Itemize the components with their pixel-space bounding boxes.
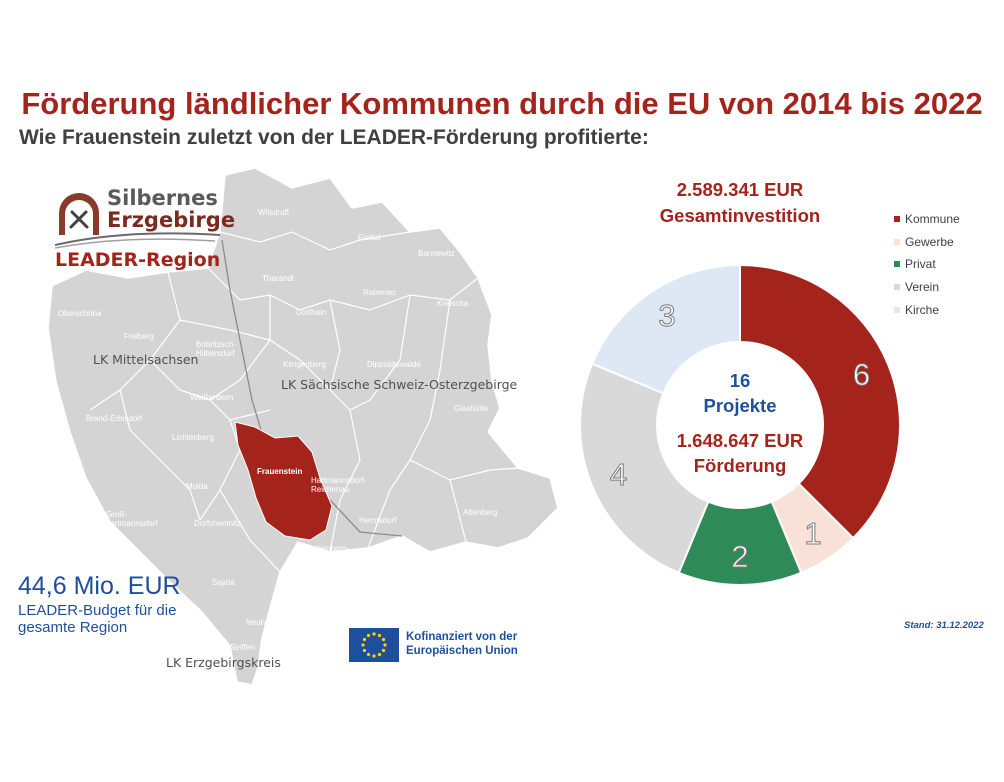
mine-portal-icon xyxy=(59,193,99,235)
legend-swatch xyxy=(894,216,900,223)
logo-region-text: LEADER-Region xyxy=(55,249,221,271)
logo-text-line2: Erzgebirge xyxy=(107,208,236,232)
eu-star xyxy=(381,637,386,642)
town-label: Bobritzsch-Hilbersdorf xyxy=(196,340,237,358)
legend-swatch xyxy=(894,238,900,245)
municipality-borders xyxy=(89,231,519,573)
slice-value-label: 3 xyxy=(658,297,676,333)
status-date: Stand: 31.12.2022 xyxy=(904,620,984,631)
eu-star xyxy=(381,648,386,653)
region-map xyxy=(47,167,559,686)
legend-item: Gewerbe xyxy=(894,231,960,254)
legend-swatch xyxy=(894,284,900,291)
town-label: Weißenborn xyxy=(190,393,234,402)
town-label: Hermsdorf xyxy=(359,516,397,525)
legend-label: Verein xyxy=(905,280,940,295)
town-label: Seiffen xyxy=(230,643,255,652)
town-label: Glashütte xyxy=(454,404,489,413)
town-label: Freital xyxy=(358,233,381,242)
district-label: LK Erzgebirgskreis xyxy=(166,655,281,670)
town-label: Dippoldiswalde xyxy=(367,360,421,369)
eu-cofinanced-text: Kofinanziert von der Europäischen Union xyxy=(406,631,518,657)
legend-label: Kommune xyxy=(905,212,960,227)
legend-swatch xyxy=(894,261,900,268)
eu-star xyxy=(361,643,365,647)
legend-label: Privat xyxy=(905,257,936,272)
silbernes-erzgebirge-logo: Silbernes Erzgebirge LEADER-Region xyxy=(55,183,235,278)
slice-value-label: 4 xyxy=(609,457,628,493)
budget-label: LEADER-Budget für die gesamte Region xyxy=(18,602,177,636)
map-frauenstein-highlight xyxy=(234,421,333,541)
town-label: Klingenberg xyxy=(283,360,326,369)
town-label: Oberschöna xyxy=(58,309,102,318)
eu-flag-icon xyxy=(349,628,399,662)
slice-value-label: 2 xyxy=(731,538,749,574)
legend-item: Kirche xyxy=(894,298,960,321)
total-investment: 2.589.341 EUR Gesamtinvestition xyxy=(630,177,850,229)
center-funding: 1.648.647 EUR Förderung xyxy=(625,428,855,478)
town-label: Tharandt xyxy=(262,274,295,283)
slice-value-label: 1 xyxy=(804,516,822,552)
town-label: Groß-hartmannsdorf xyxy=(106,510,158,528)
town-label: Neuhausen xyxy=(246,618,287,627)
town-label: Altenberg xyxy=(463,508,498,517)
eu-star xyxy=(372,632,376,636)
eu-star xyxy=(366,633,371,638)
town-label: Dorfchemnitz xyxy=(194,519,242,528)
town-label: Kreischa xyxy=(437,299,469,308)
town-label: Brand-Erbisdorf xyxy=(86,414,143,423)
town-label: Lichtenberg xyxy=(172,433,214,442)
eu-star xyxy=(377,652,382,657)
town-label-highlight: Frauenstein xyxy=(257,467,303,476)
project-count-label: Projekte xyxy=(703,395,777,416)
donut-slice-kommune xyxy=(739,263,900,540)
budget-value: 44,6 Mio. EUR xyxy=(18,572,181,600)
legend-label: Gewerbe xyxy=(905,234,954,249)
project-count-value: 16 xyxy=(729,370,751,391)
legend-label: Kirche xyxy=(905,302,940,317)
legend-item: Privat xyxy=(894,253,960,276)
donut-chart xyxy=(580,263,900,586)
donut-slice-verein xyxy=(580,362,710,575)
town-label: Freiberg xyxy=(124,332,154,341)
center-project-count: 16 Projekte xyxy=(640,368,840,418)
eu-star xyxy=(362,637,367,642)
district-label: LK Mittelsachsen xyxy=(93,352,199,367)
funding-value: 1.648.647 EUR xyxy=(676,430,804,451)
slice-value-label: 6 xyxy=(852,356,871,392)
logo-swoosh xyxy=(55,232,220,249)
total-investment-label: Gesamtinvestition xyxy=(659,205,821,226)
legend-item: Verein xyxy=(894,276,960,299)
legend-item: Kommune xyxy=(894,208,960,231)
town-label: Rabenau xyxy=(363,288,396,297)
town-label: Wilsdruff xyxy=(258,208,289,217)
town-label: Sayda xyxy=(212,578,235,587)
district-label: LK Sächsische Schweiz-Osterzgebirge xyxy=(281,377,518,392)
town-label: Dorfhain xyxy=(296,308,327,317)
total-investment-value: 2.589.341 EUR xyxy=(676,179,804,200)
town-label: Mulda xyxy=(186,482,208,491)
town-label: Rechenberg-Bienenmühle xyxy=(303,544,350,562)
funding-label: Förderung xyxy=(693,455,787,476)
legend-swatch xyxy=(894,306,900,313)
chart-legend: Kommune Gewerbe Privat Verein Kirche xyxy=(894,208,960,321)
eu-star xyxy=(372,654,376,658)
donut-slice-kirche xyxy=(590,263,741,395)
town-label: Hartmannsdorf-Reichenau xyxy=(311,476,367,494)
eu-star xyxy=(383,643,387,647)
logo-text-line1: Silbernes xyxy=(107,186,218,210)
page-subtitle: Wie Frauenstein zuletzt von der LEADER-F… xyxy=(19,126,649,149)
eu-star xyxy=(366,652,371,657)
town-label: Bannewitz xyxy=(418,249,455,258)
eu-star xyxy=(362,648,367,653)
eu-star xyxy=(377,633,382,638)
page-title: Förderung ländlicher Kommunen durch die … xyxy=(21,86,983,121)
